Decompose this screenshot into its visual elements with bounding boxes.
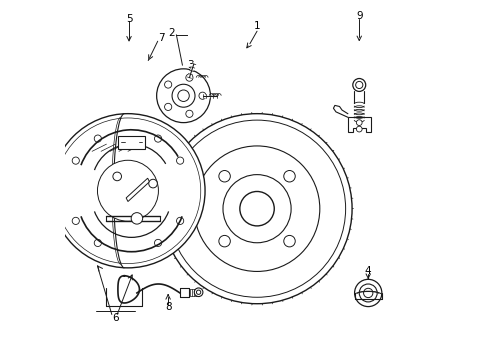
Polygon shape [347, 117, 370, 132]
FancyBboxPatch shape [118, 135, 144, 149]
Circle shape [356, 126, 362, 132]
Circle shape [164, 81, 171, 88]
Circle shape [354, 279, 381, 307]
Circle shape [196, 290, 201, 294]
Text: 6: 6 [112, 313, 119, 323]
Circle shape [94, 239, 101, 247]
Circle shape [359, 284, 376, 302]
Circle shape [199, 92, 206, 99]
Circle shape [94, 135, 101, 142]
Circle shape [194, 288, 203, 297]
Circle shape [51, 114, 204, 268]
Circle shape [363, 288, 372, 298]
Text: 9: 9 [355, 11, 362, 21]
Text: 5: 5 [125, 14, 132, 24]
Circle shape [185, 110, 193, 117]
Circle shape [131, 213, 142, 224]
Circle shape [154, 135, 162, 142]
Text: 3: 3 [186, 60, 193, 70]
Circle shape [97, 160, 158, 221]
Circle shape [219, 235, 230, 247]
Circle shape [178, 90, 189, 102]
Circle shape [239, 192, 274, 226]
Text: 4: 4 [364, 266, 371, 276]
Circle shape [148, 179, 157, 188]
Circle shape [176, 217, 183, 225]
Text: 2: 2 [168, 28, 175, 38]
Circle shape [185, 74, 193, 81]
Circle shape [356, 120, 362, 126]
Circle shape [162, 114, 351, 304]
Circle shape [283, 171, 295, 182]
Circle shape [283, 235, 295, 247]
Circle shape [352, 78, 365, 91]
Text: 8: 8 [164, 302, 171, 312]
Circle shape [164, 103, 171, 111]
Circle shape [156, 69, 210, 123]
Text: 7: 7 [158, 33, 164, 43]
Circle shape [172, 84, 195, 107]
Circle shape [194, 146, 319, 271]
Circle shape [72, 157, 79, 164]
Polygon shape [126, 178, 149, 202]
Text: 1: 1 [253, 21, 260, 31]
Circle shape [355, 81, 362, 89]
Circle shape [113, 172, 121, 181]
Circle shape [55, 118, 201, 264]
Circle shape [168, 120, 345, 297]
Circle shape [219, 171, 230, 182]
Circle shape [72, 217, 79, 225]
Circle shape [223, 175, 290, 243]
Circle shape [176, 157, 183, 164]
Circle shape [154, 239, 162, 247]
